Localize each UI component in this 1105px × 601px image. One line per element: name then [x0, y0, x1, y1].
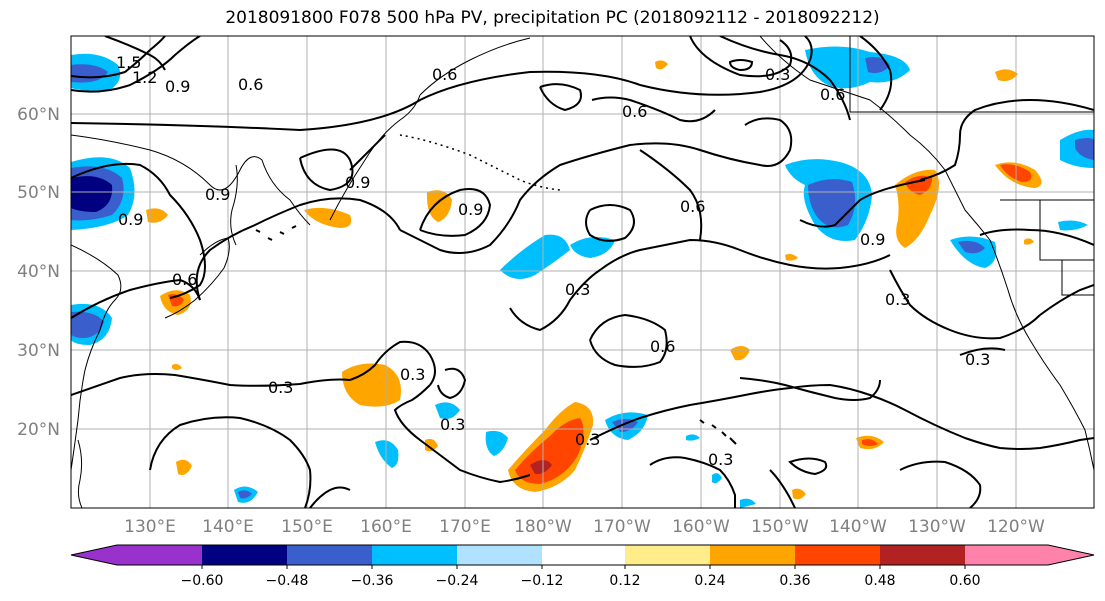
- contour-label: 0.9: [860, 230, 885, 249]
- contour-label: 0.6: [238, 75, 263, 94]
- contour-label: 0.9: [205, 185, 230, 204]
- map-title: 2018091800 F078 500 hPa PV, precipitatio…: [225, 8, 880, 28]
- colorbar-segment: [795, 545, 880, 565]
- colorbar-segment: [710, 545, 795, 565]
- contour-label: 0.3: [885, 290, 910, 309]
- lat-label: 50°N: [17, 183, 60, 203]
- colorbar-tick-label: −0.36: [351, 573, 394, 589]
- contour-label: 1.2: [132, 68, 157, 87]
- lat-label: 40°N: [17, 262, 60, 282]
- contour-label: 0.9: [345, 173, 370, 192]
- lon-label: 140°E: [202, 517, 254, 537]
- longitude-labels: 130°E 140°E 150°E 160°E 170°E 180°W 170°…: [124, 517, 1045, 537]
- contour-label: 0.3: [965, 350, 990, 369]
- lon-label: 170°E: [439, 517, 491, 537]
- lon-label: 150°W: [751, 517, 809, 537]
- contour-label: 0.3: [400, 365, 425, 384]
- colorbar-segment: [457, 545, 542, 565]
- contour-label: 0.9: [165, 77, 190, 96]
- colorbar-tick-label: 0.24: [694, 573, 725, 589]
- colorbar-tick-label: −0.60: [181, 573, 224, 589]
- contour-label: 0.6: [622, 102, 647, 121]
- lon-label: 160°E: [360, 517, 412, 537]
- colorbar-tick-label: −0.12: [521, 573, 564, 589]
- colorbar-segment: [625, 545, 710, 565]
- contour-label: 0.3: [765, 65, 790, 84]
- contour-label: 0.9: [458, 200, 483, 219]
- lon-label: 120°W: [987, 517, 1045, 537]
- colorbar-segment: [372, 545, 457, 565]
- colorbar-extend-max: [1048, 545, 1094, 565]
- lat-label: 20°N: [17, 420, 60, 440]
- pv-contours: [71, 36, 1094, 508]
- contour-label: 0.6: [172, 270, 197, 289]
- lon-label: 170°W: [593, 517, 651, 537]
- colorbar-tick-label: 0.36: [779, 573, 810, 589]
- lon-label: 140°W: [829, 517, 887, 537]
- contour-label: 0.3: [565, 280, 590, 299]
- latitude-labels: 60°N 50°N 40°N 30°N 20°N: [17, 105, 60, 440]
- contour-label: 0.6: [820, 85, 845, 104]
- colorbar: −0.60 −0.48 −0.36 −0.24 −0.12 0.12 0.24 …: [70, 544, 1095, 589]
- contour-label: 0.3: [575, 430, 600, 449]
- colorbar-segment: [542, 545, 625, 565]
- coastlines: [71, 36, 1094, 508]
- contour-label: 0.3: [708, 450, 733, 469]
- contour-label: 0.9: [118, 210, 143, 229]
- colorbar-segment: [880, 545, 965, 565]
- colorbar-segment: [117, 545, 202, 565]
- colorbar-extend-min: [71, 545, 117, 565]
- colorbar-tick-label: 0.60: [949, 573, 980, 589]
- contour-label: 0.3: [440, 415, 465, 434]
- lat-label: 30°N: [17, 341, 60, 361]
- contour-label: 0.6: [432, 65, 457, 84]
- contour-labels: 1.5 1.2 0.9 0.6 0.6 0.6 0.9 0.9 0.6 0.9 …: [116, 53, 990, 469]
- contour-label: 0.6: [680, 197, 705, 216]
- colorbar-tick-label: −0.24: [436, 573, 479, 589]
- lat-label: 60°N: [17, 105, 60, 125]
- colorbar-segment: [202, 545, 287, 565]
- colorbar-segment: [965, 545, 1048, 565]
- colorbar-segment: [287, 545, 372, 565]
- colorbar-tick-label: −0.48: [266, 573, 309, 589]
- contour-label: 0.3: [268, 378, 293, 397]
- lon-label: 130°E: [124, 517, 176, 537]
- map-frame: [70, 35, 1095, 509]
- lon-label: 130°W: [908, 517, 966, 537]
- lon-label: 160°W: [672, 517, 730, 537]
- contour-label: 0.6: [650, 337, 675, 356]
- contour-label: 1.5: [116, 53, 141, 72]
- colorbar-tick-label: 0.48: [864, 573, 895, 589]
- lon-label: 150°E: [281, 517, 333, 537]
- colorbar-tick-label: 0.12: [609, 573, 640, 589]
- lon-label: 180°W: [514, 517, 572, 537]
